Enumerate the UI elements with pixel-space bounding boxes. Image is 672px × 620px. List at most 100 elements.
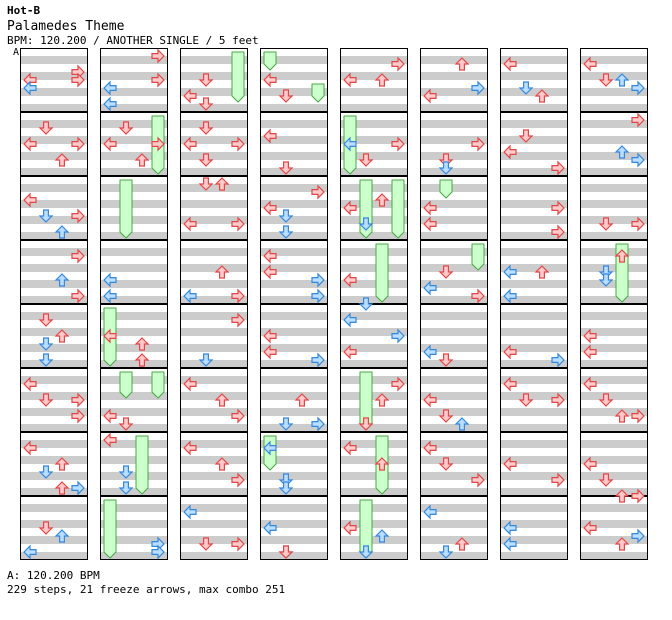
measure-2-3 xyxy=(100,176,168,240)
beat-stripe xyxy=(20,216,88,224)
left-arrow-icon xyxy=(343,72,357,88)
beat-stripe xyxy=(420,504,488,512)
beat-stripe xyxy=(180,392,248,400)
beat-stripe xyxy=(100,168,168,176)
beat-stripe xyxy=(340,360,408,368)
down-arrow-icon xyxy=(278,209,294,223)
beat-stripe xyxy=(180,152,248,160)
beat-stripe xyxy=(20,520,88,528)
beat-stripe xyxy=(500,312,568,320)
beat-stripe xyxy=(420,152,488,160)
left-arrow-icon xyxy=(423,280,437,296)
beat-stripe xyxy=(20,328,88,336)
beat-stripe xyxy=(580,504,648,512)
beat-stripe xyxy=(20,456,88,464)
beat-stripe xyxy=(580,328,648,336)
beat-stripe xyxy=(20,424,88,432)
down-arrow-icon xyxy=(118,465,134,479)
beat-stripe xyxy=(580,376,648,384)
beat-stripe xyxy=(420,72,488,80)
left-arrow-icon xyxy=(263,128,277,144)
beat-stripe xyxy=(500,408,568,416)
left-arrow-icon xyxy=(263,264,277,280)
beat-stripe xyxy=(260,264,328,272)
beat-stripe xyxy=(180,360,248,368)
measure-1-1 xyxy=(20,48,88,112)
beat-stripe xyxy=(20,312,88,320)
down-arrow-icon xyxy=(278,417,294,431)
down-arrow-icon xyxy=(358,297,374,311)
right-arrow-icon xyxy=(551,352,565,368)
beat-stripe xyxy=(180,376,248,384)
measure-4-2 xyxy=(260,112,328,176)
measure-1-5 xyxy=(20,304,88,368)
beat-stripe xyxy=(500,104,568,112)
measure-5-4 xyxy=(340,240,408,304)
beat-stripe xyxy=(20,184,88,192)
right-arrow-icon xyxy=(551,392,565,408)
down-arrow-icon xyxy=(38,121,54,135)
measure-6-7 xyxy=(420,432,488,496)
freeze-arrow xyxy=(103,499,117,559)
beat-stripe xyxy=(420,168,488,176)
beat-stripe xyxy=(340,328,408,336)
beat-stripe xyxy=(340,472,408,480)
beat-stripe xyxy=(180,88,248,96)
beat-stripe xyxy=(100,456,168,464)
beat-stripe xyxy=(340,184,408,192)
beat-stripe xyxy=(100,424,168,432)
up-arrow-icon xyxy=(134,337,150,351)
left-arrow-icon xyxy=(183,504,197,520)
beat-stripe xyxy=(260,488,328,496)
beat-stripe xyxy=(500,264,568,272)
beat-stripe xyxy=(180,184,248,192)
beat-stripe xyxy=(580,168,648,176)
beat-stripe xyxy=(420,424,488,432)
up-arrow-icon xyxy=(374,457,390,471)
beat-stripe xyxy=(500,488,568,496)
freeze-arrow xyxy=(391,179,405,239)
beat-stripe xyxy=(340,424,408,432)
beat-stripe xyxy=(260,72,328,80)
beat-stripe xyxy=(180,456,248,464)
beat-stripe xyxy=(180,232,248,240)
beat-stripe xyxy=(420,88,488,96)
measure-5-8 xyxy=(340,496,408,560)
left-arrow-icon xyxy=(23,192,37,208)
up-arrow-icon xyxy=(374,73,390,87)
measure-1-8 xyxy=(20,496,88,560)
up-arrow-icon xyxy=(54,481,70,495)
beat-stripe xyxy=(20,72,88,80)
measure-8-6 xyxy=(580,368,648,432)
footer-summary-line: 229 steps, 21 freeze arrows, max combo 2… xyxy=(7,583,286,596)
beat-stripe xyxy=(100,232,168,240)
down-arrow-icon xyxy=(518,393,534,407)
right-arrow-icon xyxy=(391,328,405,344)
up-arrow-icon xyxy=(294,393,310,407)
beat-stripe xyxy=(580,104,648,112)
beat-stripe xyxy=(500,552,568,560)
up-arrow-icon xyxy=(614,145,630,159)
beat-stripe xyxy=(580,520,648,528)
down-arrow-icon xyxy=(358,153,374,167)
down-arrow-icon xyxy=(38,521,54,535)
left-arrow-icon xyxy=(183,216,197,232)
beat-stripe xyxy=(100,152,168,160)
beat-stripe xyxy=(420,488,488,496)
beat-stripe xyxy=(340,120,408,128)
right-arrow-icon xyxy=(71,136,85,152)
beat-stripe xyxy=(20,376,88,384)
up-arrow-icon xyxy=(534,89,550,103)
beat-stripe xyxy=(260,520,328,528)
right-arrow-icon xyxy=(71,288,85,304)
beat-stripe xyxy=(500,232,568,240)
right-arrow-icon xyxy=(551,160,565,176)
beat-stripe xyxy=(20,360,88,368)
up-arrow-icon xyxy=(54,329,70,343)
left-arrow-icon xyxy=(423,440,437,456)
beat-stripe xyxy=(180,296,248,304)
beat-stripe xyxy=(500,504,568,512)
left-arrow-icon xyxy=(103,432,117,448)
beat-stripe xyxy=(580,344,648,352)
